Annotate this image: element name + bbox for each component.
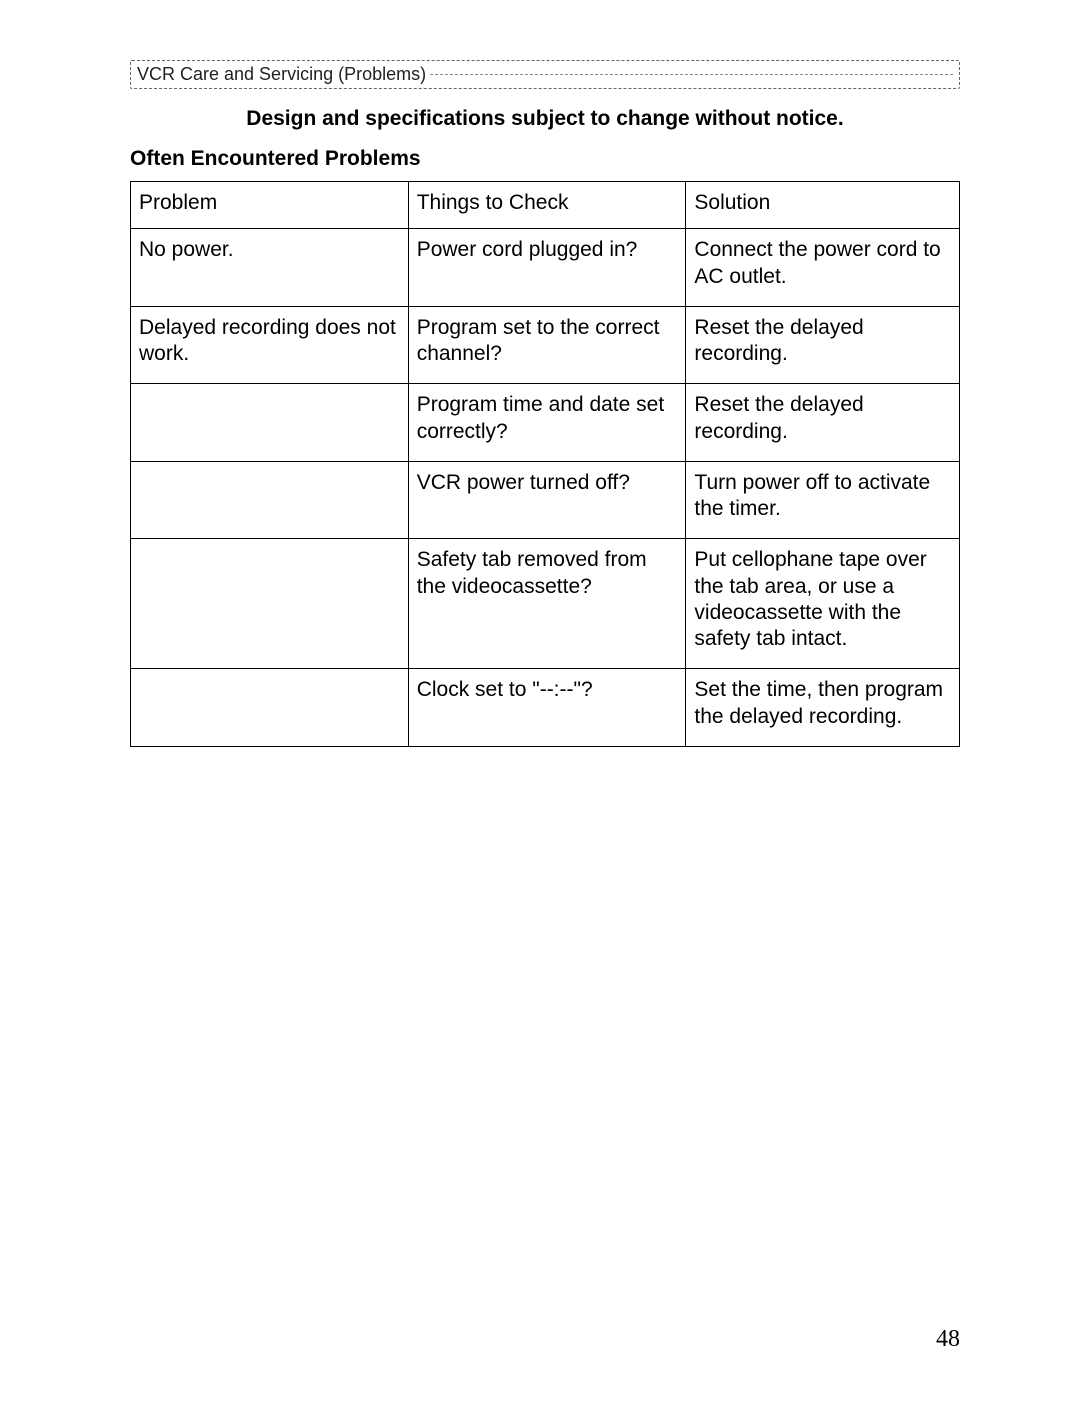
table-row: VCR power turned off? Turn power off to … [131, 461, 960, 539]
col-header-problem: Problem [131, 182, 409, 229]
cell-problem: Delayed recording does not work. [131, 306, 409, 384]
cell-solution: Put cellophane tape over the tab area, o… [686, 539, 960, 669]
change-notice: Design and specifications subject to cha… [130, 107, 960, 131]
cell-check: Program time and date set correctly? [408, 384, 686, 462]
cell-solution: Reset the delayed recording. [686, 306, 960, 384]
section-title: Often Encountered Problems [130, 147, 960, 171]
cell-solution: Reset the delayed recording. [686, 384, 960, 462]
cell-problem [131, 539, 409, 669]
cell-problem [131, 669, 409, 747]
cell-check: Safety tab removed from the videocassett… [408, 539, 686, 669]
table-header-row: Problem Things to Check Solution [131, 182, 960, 229]
cell-problem [131, 461, 409, 539]
cell-check: VCR power turned off? [408, 461, 686, 539]
breadcrumb-box: VCR Care and Servicing (Problems) [130, 60, 960, 89]
table-row: Clock set to "--:--"? Set the time, then… [131, 669, 960, 747]
table-row: No power. Power cord plugged in? Connect… [131, 229, 960, 307]
breadcrumb-text: VCR Care and Servicing (Problems) [137, 64, 426, 85]
problems-table: Problem Things to Check Solution No powe… [130, 181, 960, 747]
col-header-check: Things to Check [408, 182, 686, 229]
cell-problem [131, 384, 409, 462]
table-row: Safety tab removed from the videocassett… [131, 539, 960, 669]
document-page: VCR Care and Servicing (Problems) Design… [0, 0, 1080, 1403]
cell-check: Program set to the correct channel? [408, 306, 686, 384]
cell-solution: Turn power off to activate the timer. [686, 461, 960, 539]
breadcrumb-filler [430, 74, 953, 75]
cell-solution: Set the time, then program the delayed r… [686, 669, 960, 747]
cell-check: Clock set to "--:--"? [408, 669, 686, 747]
col-header-solution: Solution [686, 182, 960, 229]
table-row: Delayed recording does not work. Program… [131, 306, 960, 384]
page-number: 48 [936, 1326, 960, 1353]
cell-solution: Connect the power cord to AC outlet. [686, 229, 960, 307]
cell-check: Power cord plugged in? [408, 229, 686, 307]
table-row: Program time and date set correctly? Res… [131, 384, 960, 462]
cell-problem: No power. [131, 229, 409, 307]
